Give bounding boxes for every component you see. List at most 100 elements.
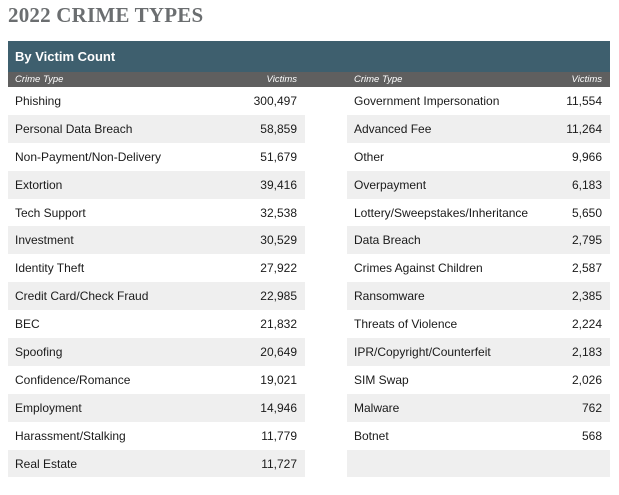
crime-type-cell: SIM Swap — [354, 372, 409, 387]
table-row: Spoofing 20,649 — [8, 338, 305, 366]
crime-type-cell: Malware — [354, 400, 400, 415]
column-gap — [305, 87, 347, 477]
crime-type-cell: Confidence/Romance — [15, 372, 131, 387]
victims-cell: 22,985 — [260, 289, 297, 304]
gap-cell — [305, 394, 347, 422]
table-row: Confidence/Romance 19,021 — [8, 366, 305, 394]
gap-cell — [305, 115, 347, 143]
table-row: Government Impersonation 11,554 — [347, 87, 610, 115]
table-row: Tech Support 32,538 — [8, 199, 305, 227]
page-title: 2022 CRIME TYPES — [8, 3, 204, 27]
left-column: Phishing 300,497 Personal Data Breach 58,85… — [8, 87, 305, 478]
gap-cell — [305, 143, 347, 171]
crime-type-cell: IPR/Copyright/Counterfeit — [354, 344, 491, 359]
crime-type-cell: Extortion — [15, 177, 63, 192]
crime-type-cell: Credit Card/Check Fraud — [15, 289, 149, 304]
crime-type-cell: Threats of Violence — [354, 317, 458, 332]
gap-cell — [305, 338, 347, 366]
crime-type-cell: Personal Data Breach — [15, 121, 133, 136]
crime-type-cell: BEC — [15, 317, 40, 332]
gap-cell — [305, 310, 347, 338]
table-row: SIM Swap 2,026 — [347, 366, 610, 394]
table-row: Advanced Fee 11,264 — [347, 114, 610, 143]
victims-cell: 568 — [581, 428, 602, 443]
crime-type-cell: Real Estate — [15, 456, 78, 471]
victims-cell: 2,224 — [571, 317, 602, 332]
column-header-victims-right: Victims — [571, 74, 602, 85]
crime-type-cell: Crimes Against Children — [354, 261, 483, 276]
table-row: Ransomware 2,385 — [347, 282, 610, 311]
table-row: Real Estate 11,727 — [8, 449, 305, 478]
victims-cell: 27,922 — [260, 261, 297, 276]
victims-cell: 51,679 — [260, 149, 297, 164]
victims-cell: 5,650 — [571, 205, 602, 220]
victims-cell: 11,727 — [261, 456, 297, 471]
crime-type-cell: Overpayment — [354, 177, 427, 192]
victims-cell: 2,183 — [571, 344, 602, 359]
table-row: Credit Card/Check Fraud 22,985 — [8, 282, 305, 311]
victims-cell: 2,587 — [571, 261, 602, 276]
gap-cell — [305, 366, 347, 394]
crime-type-cell: Employment — [15, 400, 82, 415]
crime-type-cell: Lottery/Sweepstakes/Inheritance — [354, 205, 529, 220]
victims-cell: 2,795 — [571, 233, 602, 248]
gap-cell — [305, 171, 347, 199]
table-body: Phishing 300,497 Personal Data Breach 58,85… — [8, 87, 610, 478]
crime-type-cell: Other — [354, 149, 385, 164]
panel-title: By Victim Count — [15, 49, 116, 64]
gap-cell — [305, 254, 347, 282]
gap-cell — [305, 199, 347, 227]
table-row: Employment 14,946 — [8, 393, 305, 422]
victims-cell: 39,416 — [260, 177, 297, 192]
table-row: Harassment/Stalking 11,779 — [8, 422, 305, 450]
victims-cell: 11,554 — [566, 93, 602, 108]
crime-type-cell: Ransomware — [354, 289, 425, 304]
victims-cell: 762 — [581, 400, 602, 415]
table-row: Overpayment 6,183 — [347, 170, 610, 199]
crime-type-cell: Tech Support — [15, 205, 86, 220]
victims-cell: 6,183 — [571, 177, 602, 192]
table-row: Malware 762 — [347, 393, 610, 422]
column-header-row: Crime Type Victims Crime Type Victims — [8, 72, 610, 87]
victims-cell: 2,385 — [571, 289, 602, 304]
table-row: Non-Payment/Non-Delivery 51,679 — [8, 143, 305, 171]
table-row: Identity Theft 27,922 — [8, 254, 305, 282]
victims-cell: 30,529 — [260, 233, 297, 248]
table-row: Other 9,966 — [347, 143, 610, 171]
table-row: Crimes Against Children 2,587 — [347, 254, 610, 282]
victims-cell: 58,859 — [260, 121, 297, 136]
right-column: Government Impersonation 11,554 Advanced F… — [347, 87, 610, 478]
crime-type-cell: Harassment/Stalking — [15, 428, 126, 443]
victims-cell: 300,497 — [253, 93, 297, 108]
crime-type-cell: Phishing — [15, 93, 62, 108]
crime-type-cell: Investment — [15, 233, 74, 248]
victims-cell: 14,946 — [260, 400, 297, 415]
crime-types-table: By Victim Count Crime Type Victims Crime… — [8, 41, 610, 478]
victims-cell: 9,966 — [571, 149, 602, 164]
table-row: IPR/Copyright/Counterfeit 2,183 — [347, 338, 610, 366]
victims-cell: 11,264 — [566, 121, 602, 136]
gap-cell — [305, 226, 347, 254]
victims-cell: 19,021 — [260, 372, 297, 387]
crime-type-cell: Advanced Fee — [354, 121, 432, 136]
table-row: Phishing 300,497 — [8, 87, 305, 115]
victims-cell: 2,026 — [571, 372, 602, 387]
gap-cell — [305, 450, 347, 478]
victims-cell: 11,779 — [261, 428, 297, 443]
table-row: Data Breach 2,795 — [347, 226, 610, 255]
column-header-crime-type-right: Crime Type — [354, 74, 403, 85]
victims-cell: 20,649 — [260, 344, 297, 359]
crime-type-cell: Spoofing — [15, 344, 63, 359]
gap-cell — [305, 282, 347, 310]
victims-cell: 21,832 — [260, 317, 297, 332]
column-header-victims-left: Victims — [266, 74, 297, 85]
victims-cell: 32,538 — [260, 205, 297, 220]
table-row: Botnet 568 — [347, 422, 610, 450]
crime-type-cell: Identity Theft — [15, 261, 85, 276]
gap-cell — [305, 87, 347, 115]
crime-type-cell: Data Breach — [354, 233, 421, 248]
panel-header: By Victim Count — [8, 41, 610, 72]
table-row: Threats of Violence 2,224 — [347, 310, 610, 338]
table-row: Personal Data Breach 58,859 — [8, 114, 305, 143]
table-row: Extortion 39,416 — [8, 170, 305, 199]
